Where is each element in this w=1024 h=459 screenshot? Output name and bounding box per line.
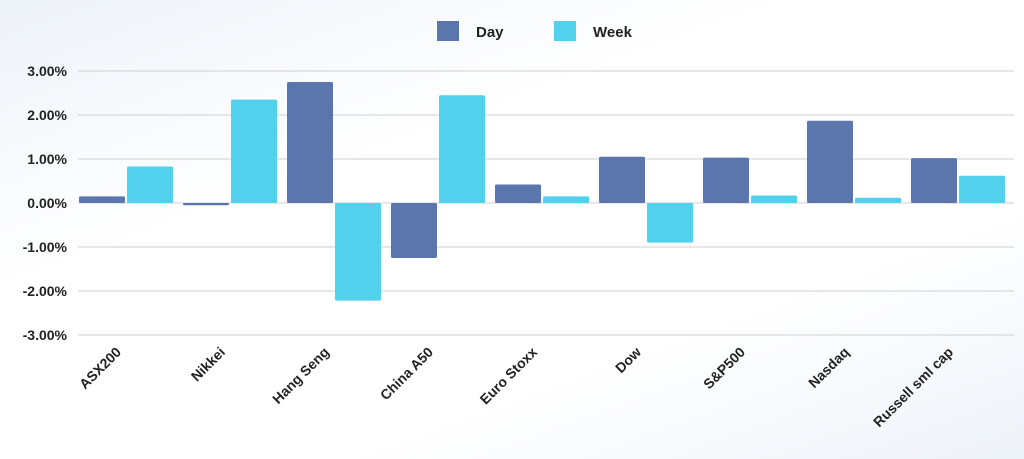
y-tick-label: -2.00% xyxy=(23,283,68,299)
bar-week-4 xyxy=(543,196,589,203)
bar-week-8 xyxy=(959,175,1005,203)
bar-day-7 xyxy=(807,120,853,203)
x-category-label: Euro Stoxx xyxy=(477,344,541,408)
bar-week-0 xyxy=(127,166,173,203)
bar-week-1 xyxy=(231,99,277,203)
x-category-label: Nasdaq xyxy=(805,344,852,391)
bar-day-5 xyxy=(599,156,645,203)
y-tick-label: 2.00% xyxy=(27,107,67,123)
bar-day-8 xyxy=(911,158,957,203)
legend-label-day: Day xyxy=(476,24,504,41)
bar-day-1 xyxy=(183,203,229,206)
bar-week-7 xyxy=(855,197,901,203)
x-category-label: Russell sml cap xyxy=(870,344,956,430)
x-category-label: Hang Seng xyxy=(269,344,332,407)
x-category-label: S&P500 xyxy=(700,344,748,392)
bar-week-6 xyxy=(751,195,797,203)
bar-week-5 xyxy=(647,203,693,243)
x-category-label: China A50 xyxy=(377,344,437,404)
y-tick-label: 1.00% xyxy=(27,151,67,167)
legend-swatch-day xyxy=(437,21,459,41)
x-category-label: Dow xyxy=(612,344,644,376)
x-category-label: ASX200 xyxy=(76,344,124,392)
x-category-label: Nikkei xyxy=(188,344,228,384)
bar-day-3 xyxy=(391,203,437,258)
chart-legend: Day Week xyxy=(437,21,633,41)
y-tick-label: 3.00% xyxy=(27,63,67,79)
legend-label-week: Week xyxy=(593,24,633,41)
bar-series xyxy=(79,82,1005,301)
bar-day-4 xyxy=(495,184,541,203)
bar-day-2 xyxy=(287,82,333,203)
bar-week-3 xyxy=(439,95,485,203)
y-tick-label: -3.00% xyxy=(23,327,68,343)
bar-day-0 xyxy=(79,196,125,203)
y-tick-label: 0.00% xyxy=(27,195,67,211)
y-tick-label: -1.00% xyxy=(23,239,68,255)
legend-swatch-week xyxy=(554,21,576,41)
y-axis-tick-labels: 3.00% 2.00% 1.00% 0.00% -1.00% -2.00% -3.00% xyxy=(23,63,68,343)
bar-week-2 xyxy=(335,203,381,301)
bar-day-6 xyxy=(703,157,749,203)
x-axis-category-labels: ASX200 Nikkei Hang Seng China A50 Euro Stoxx… xyxy=(76,344,956,430)
